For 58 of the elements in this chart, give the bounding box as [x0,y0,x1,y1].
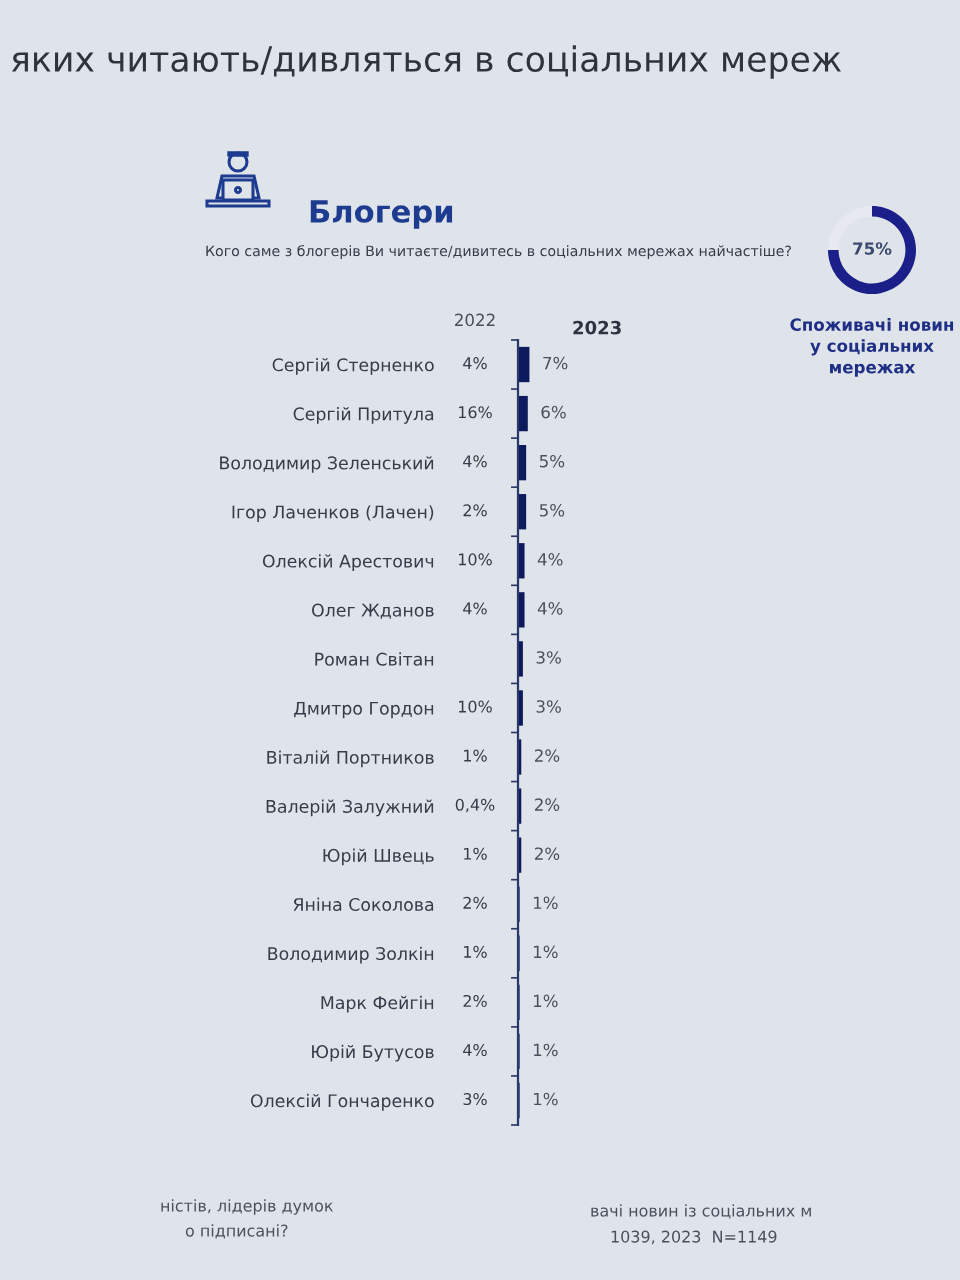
y2-tick-label: 2% [463,504,487,517]
data-label: 4% [537,553,563,566]
text: 2023 [573,320,621,335]
text: ністів, лідерів думок [161,1199,333,1215]
y-tick-label: Сергій Притула [293,407,434,424]
y-tick-label: Володимир Зеленський [220,456,434,473]
data-label: 2% [534,798,560,811]
y2-tick-label: 3% [463,1093,487,1106]
chart-title: яких читають/дивляться в соціальних мереж [11,45,841,79]
data-label: 4% [537,602,563,615]
y2-tick-label: 2% [463,994,487,1007]
chart-subtitle: Блогери [310,200,453,229]
y2-tick-label: 4% [463,1043,487,1057]
data-label: 3% [536,700,561,713]
data-label: 2% [534,847,560,860]
y2-tick-label: 4% [463,602,487,615]
data-label: 7% [543,356,568,370]
data-label: 5% [539,503,565,517]
data-label: 3% [536,651,561,664]
y-tick-label: Олексій Гончаренко [250,1093,434,1111]
data-label: 5% [539,454,565,468]
y-tick-label: Юрій Бутусов [312,1044,434,1062]
text: о підписані? [185,1224,288,1239]
text: вачі новин із соціальних м [591,1204,811,1219]
y-tick-label: Олег Жданов [312,603,434,619]
y-tick-label: Олексій Арестович [262,554,434,571]
y2-tick-label: 10% [459,553,492,566]
y2-tick-label: 16% [459,406,492,419]
y2-tick-label: 0,4% [455,798,495,813]
y-tick-label: Сергій Стерненко [272,357,434,375]
data-label: 6% [541,405,566,419]
y-tick-label: Дмитро Гордон [294,701,434,719]
y-tick-label: Віталій Портников [267,750,434,768]
data-label: 1% [533,945,558,959]
y2-tick-label: 1% [464,945,487,958]
data-label: 1% [533,1043,558,1057]
text: Споживачі новин у соціальних мережах [790,318,954,377]
y2-axis-title: 2022 [455,313,495,327]
text: 1039, 2023 N=1149 [611,1230,777,1245]
data-label: 1% [533,994,558,1008]
data-label: 75% [853,242,892,255]
y2-tick-label: 2% [463,896,487,909]
y-tick-label: Володимир Золкін [268,946,434,964]
y-tick-label: Роман Світан [315,652,434,666]
y2-tick-label: 1% [464,749,487,762]
y-tick-label: Яніна Соколова [293,897,434,912]
data-label: 1% [533,896,558,910]
y2-tick-label: 4% [463,455,487,468]
y2-tick-label: 10% [459,700,492,713]
text: Кого саме з блогерів Ви читаєте/дивитесь в соціальних мережах найчастіше? [206,245,791,259]
y2-tick-label: 1% [464,847,487,860]
data-label: 2% [534,749,560,762]
data-label: 1% [533,1092,558,1106]
y-tick-label: Юрій Швець [323,848,434,866]
y-tick-label: Валерій Залужний [266,799,434,817]
y2-tick-label: 4% [463,357,487,370]
y-tick-label: Марк Фейгін [321,995,434,1013]
y-tick-label: Ігор Лаченков (Лачен) [232,505,434,522]
